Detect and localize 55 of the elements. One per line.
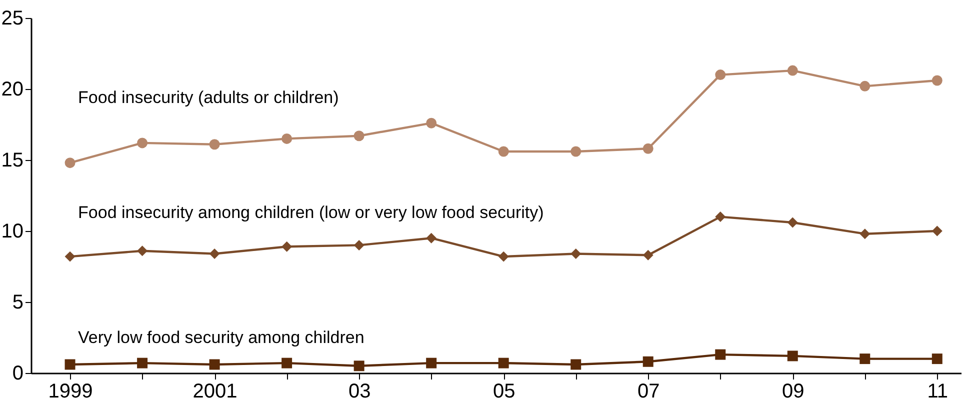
point xyxy=(209,359,220,370)
x-tick-label: 09 xyxy=(782,380,804,402)
point xyxy=(137,246,148,256)
point xyxy=(282,133,292,144)
point xyxy=(498,251,509,262)
x-tick-label: 2001 xyxy=(192,380,238,402)
x-tick-label: 11 xyxy=(927,380,948,402)
point xyxy=(860,354,870,364)
point xyxy=(570,248,582,259)
point xyxy=(787,65,798,76)
point xyxy=(642,143,654,154)
point xyxy=(64,158,76,168)
point xyxy=(932,354,942,364)
y-tick-label: 15 xyxy=(1,150,24,172)
point xyxy=(787,350,798,362)
point xyxy=(137,358,148,368)
point xyxy=(64,251,76,262)
point xyxy=(354,360,364,372)
point xyxy=(282,241,292,252)
y-tick-label: 0 xyxy=(12,362,24,384)
point xyxy=(570,359,582,370)
point xyxy=(715,349,726,360)
point xyxy=(282,358,292,368)
point xyxy=(137,138,148,148)
y-tick-label: 25 xyxy=(1,8,24,30)
point xyxy=(354,130,364,142)
x-tick-label: 03 xyxy=(348,380,371,402)
point xyxy=(860,228,870,240)
x-tick-label: 1999 xyxy=(48,380,93,402)
point xyxy=(715,70,726,80)
point xyxy=(642,250,654,260)
point xyxy=(426,232,437,244)
point xyxy=(64,359,76,370)
point xyxy=(860,80,870,92)
point xyxy=(932,226,942,236)
point xyxy=(209,248,220,259)
y-tick-label: 10 xyxy=(1,220,24,242)
x-tick-label: 07 xyxy=(637,380,660,402)
point xyxy=(498,146,509,157)
point xyxy=(426,358,437,368)
y-tick-label: 20 xyxy=(1,78,24,100)
x-tick-label: 05 xyxy=(492,380,516,402)
point xyxy=(209,139,220,150)
series-label: Food insecurity (adults or children) xyxy=(78,88,339,108)
point xyxy=(354,240,364,250)
point xyxy=(787,217,798,228)
point xyxy=(570,146,582,157)
point xyxy=(426,118,437,128)
series-label: Food insecurity among children (low or very low food security) xyxy=(78,203,544,222)
point xyxy=(498,358,509,368)
series-label: Very low food security among children xyxy=(78,328,364,348)
point xyxy=(642,356,654,367)
point xyxy=(715,212,726,222)
point xyxy=(932,75,942,86)
y-tick-label: 5 xyxy=(12,292,24,314)
